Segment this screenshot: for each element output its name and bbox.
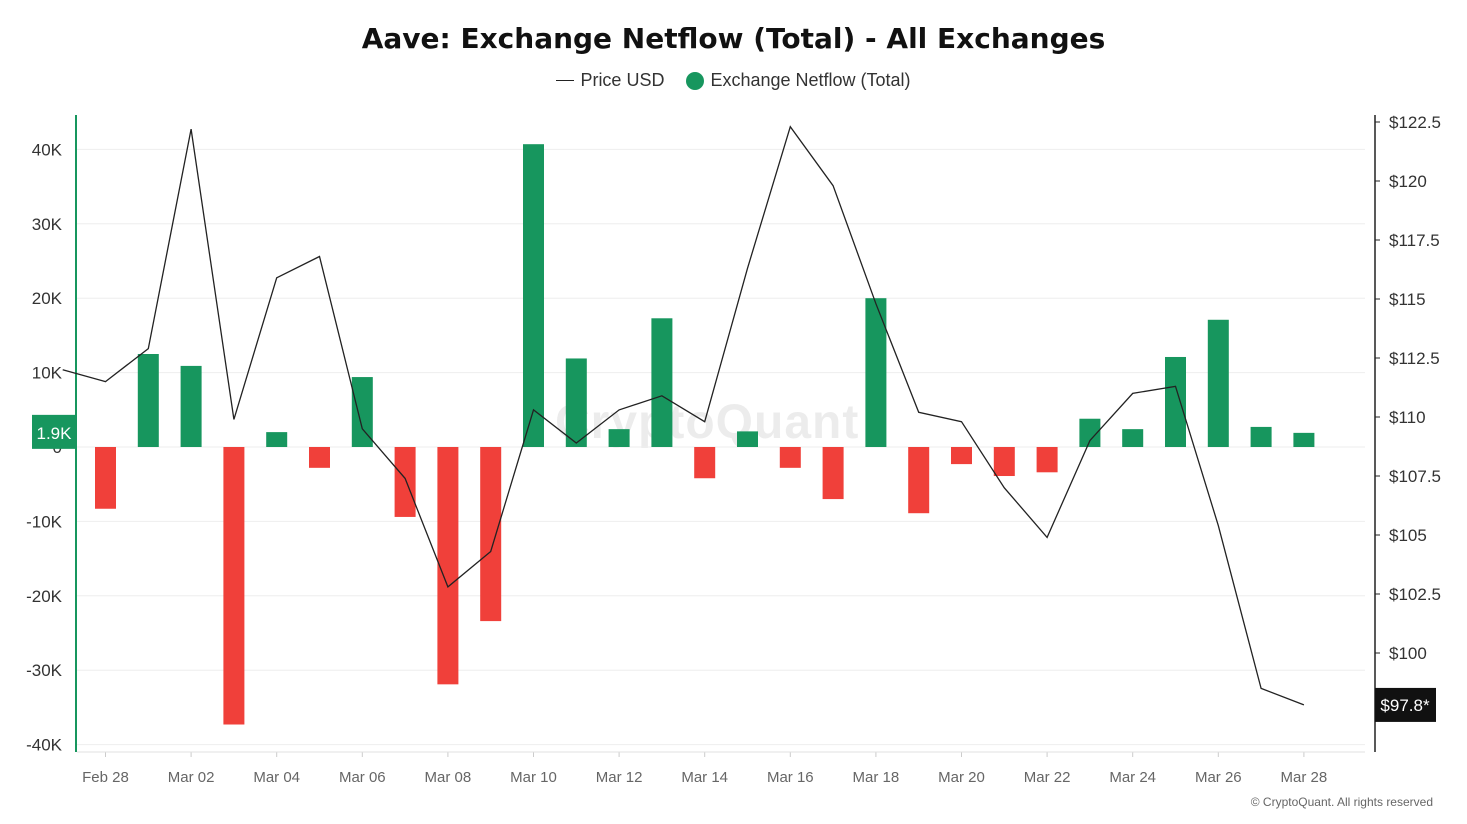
netflow-bar	[1207, 319, 1229, 447]
netflow-bar	[1036, 447, 1058, 473]
legend-dot-icon	[686, 71, 705, 90]
netflow-bar	[523, 144, 544, 447]
netflow-bar	[394, 447, 416, 517]
x-tick-label: Mar 28	[1281, 769, 1328, 786]
netflow-bar	[565, 358, 587, 447]
netflow-bar	[266, 432, 288, 447]
x-tick-label: Mar 10	[510, 769, 557, 786]
x-tick-label: Mar 02	[168, 769, 215, 786]
current-price-label: $97.8*	[1380, 696, 1430, 715]
netflow-bar	[480, 447, 502, 622]
right-tick-label: $105	[1389, 526, 1427, 545]
netflow-bar	[908, 447, 930, 514]
netflow-bar	[223, 447, 245, 725]
netflow-bar	[180, 365, 202, 447]
netflow-bar	[437, 447, 459, 685]
left-tick-label: 40K	[32, 140, 63, 159]
chart-title: Aave: Exchange Netflow (Total) - All Exc…	[361, 22, 1106, 55]
left-tick-label: 30K	[32, 215, 63, 234]
x-tick-label: Mar 08	[425, 769, 472, 786]
left-tick-label: -30K	[26, 661, 63, 680]
right-tick-label: $122.5	[1389, 113, 1441, 132]
netflow-bar	[95, 447, 116, 509]
x-tick-label: Mar 16	[767, 769, 814, 786]
x-tick-label: Mar 04	[253, 769, 300, 786]
right-tick-label: $102.5	[1389, 585, 1441, 604]
current-price-badge	[1375, 687, 1436, 722]
netflow-bar	[737, 431, 758, 447]
current-netflow-label: 1.9K	[37, 424, 73, 443]
x-tick-label: Mar 20	[938, 769, 985, 786]
netflow-bar	[694, 447, 716, 479]
legend-item-netflow[interactable]: Exchange Netflow (Total)	[686, 70, 911, 91]
netflow-bar	[1079, 418, 1101, 447]
netflow-bar	[993, 447, 1015, 477]
left-tick-label: -20K	[26, 587, 63, 606]
x-tick-label: Mar 14	[681, 769, 728, 786]
watermark: CryptoQuant	[555, 396, 860, 449]
right-tick-label: $107.5	[1389, 467, 1441, 486]
netflow-bar	[309, 447, 330, 468]
legend-line-icon	[556, 80, 575, 81]
x-tick-label: Mar 22	[1024, 769, 1071, 786]
x-tick-label: Mar 24	[1109, 769, 1156, 786]
price-line	[62, 125, 1305, 706]
x-tick-label: Mar 26	[1195, 769, 1242, 786]
left-tick-label: 20K	[32, 289, 63, 308]
netflow-bar	[951, 447, 972, 465]
right-tick-label: $120	[1389, 172, 1427, 191]
netflow-bar	[651, 318, 673, 447]
current-netflow-badge	[32, 414, 76, 449]
x-tick-label: Mar 18	[853, 769, 900, 786]
netflow-bar	[1293, 432, 1315, 447]
netflow-bar	[1165, 356, 1186, 447]
x-tick-label: Mar 12	[596, 769, 643, 786]
left-tick-label: -10K	[26, 512, 63, 531]
right-tick-label: $100	[1389, 644, 1427, 663]
right-tick-label: $115	[1389, 290, 1426, 309]
x-tick-label: Feb 28	[82, 769, 129, 786]
netflow-bar	[779, 447, 801, 468]
netflow-bar	[137, 354, 159, 447]
left-tick-label: 10K	[32, 364, 63, 383]
legend-item-price[interactable]: Price USD	[556, 70, 664, 91]
legend-label-netflow: Exchange Netflow (Total)	[710, 70, 911, 90]
chart-legend: Price USD Exchange Netflow (Total)	[0, 70, 1467, 91]
legend-label-price: Price USD	[580, 70, 665, 90]
netflow-bar	[1122, 429, 1144, 447]
netflow-bar	[608, 429, 630, 447]
netflow-bar	[351, 377, 373, 447]
copyright-text: © CryptoQuant. All rights reserved	[1250, 795, 1433, 809]
x-tick-label: Mar 06	[339, 769, 386, 786]
right-tick-label: $112.5	[1389, 349, 1440, 368]
right-tick-label: $117.5	[1389, 231, 1440, 250]
netflow-bar	[1250, 426, 1272, 447]
netflow-bar	[822, 447, 844, 500]
right-tick-label: $110	[1389, 408, 1426, 427]
netflow-bar	[865, 298, 887, 447]
left-tick-label: -40K	[26, 736, 63, 755]
